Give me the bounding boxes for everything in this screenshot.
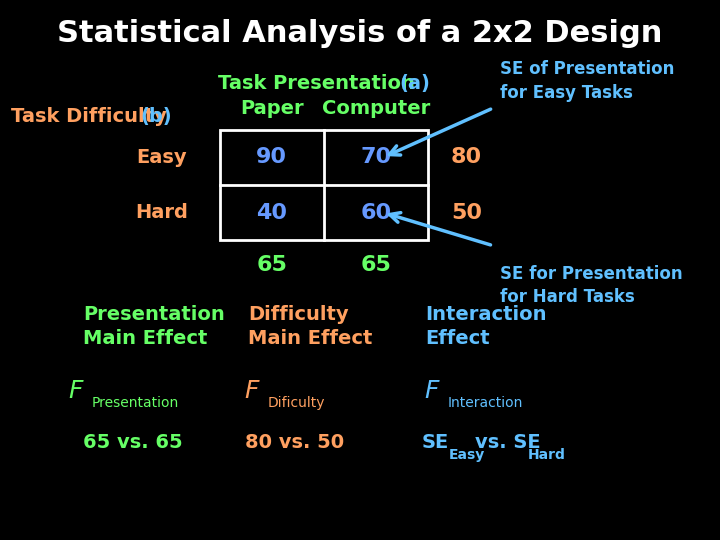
Text: F: F xyxy=(245,380,259,403)
Text: Dificulty: Dificulty xyxy=(268,396,325,410)
Text: 90: 90 xyxy=(256,147,287,167)
Text: Presentation: Presentation xyxy=(91,396,179,410)
Text: Task Presentation: Task Presentation xyxy=(218,74,415,93)
Text: (a): (a) xyxy=(400,74,431,93)
Text: 80 vs. 50: 80 vs. 50 xyxy=(245,433,344,453)
Text: Statistical Analysis of a 2x2 Design: Statistical Analysis of a 2x2 Design xyxy=(58,19,662,48)
Text: (b): (b) xyxy=(140,106,172,126)
Text: 65: 65 xyxy=(256,254,287,275)
Text: SE for Presentation
for Hard Tasks: SE for Presentation for Hard Tasks xyxy=(500,265,683,306)
Text: Interaction
Effect: Interaction Effect xyxy=(425,305,546,348)
Text: Presentation
Main Effect: Presentation Main Effect xyxy=(83,305,225,348)
Text: 65: 65 xyxy=(361,254,392,275)
Text: F: F xyxy=(425,380,439,403)
Text: Easy: Easy xyxy=(449,448,485,462)
Text: 80: 80 xyxy=(451,147,482,167)
Text: 65 vs. 65: 65 vs. 65 xyxy=(83,433,182,453)
Text: vs. SE: vs. SE xyxy=(475,433,541,453)
Text: SE: SE xyxy=(421,433,449,453)
Text: F: F xyxy=(68,380,83,403)
Text: Easy: Easy xyxy=(137,148,187,167)
Text: Hard: Hard xyxy=(528,448,566,462)
Text: Difficulty
Main Effect: Difficulty Main Effect xyxy=(248,305,373,348)
Text: 40: 40 xyxy=(256,202,287,222)
Bar xyxy=(220,130,428,240)
Text: Task Difficulty: Task Difficulty xyxy=(11,106,166,126)
Text: Computer: Computer xyxy=(322,98,431,118)
Text: Hard: Hard xyxy=(135,203,189,222)
Text: Paper: Paper xyxy=(240,98,304,118)
Text: 60: 60 xyxy=(361,202,392,222)
Text: 70: 70 xyxy=(361,147,392,167)
Text: Interaction: Interaction xyxy=(448,396,523,410)
Text: 50: 50 xyxy=(451,202,482,222)
Text: SE of Presentation
for Easy Tasks: SE of Presentation for Easy Tasks xyxy=(500,60,675,102)
